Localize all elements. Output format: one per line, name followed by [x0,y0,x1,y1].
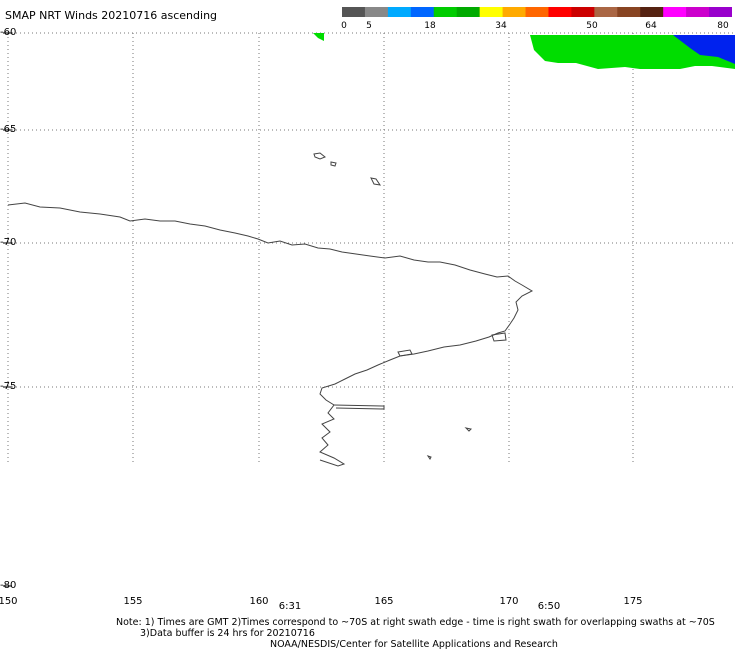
colorbar-segment [433,7,458,17]
colorbar-segment [663,7,687,17]
lat-label: -65 [0,124,17,135]
colorbar-label: 34 [495,21,507,31]
island [426,455,432,460]
colorbar-label: 80 [717,21,729,31]
lon-label: 165 [374,596,394,607]
island [313,152,326,160]
island [330,161,337,167]
lat-label: -75 [0,381,17,392]
antarctic-coastline [7,202,534,467]
colorbar-segment [548,7,572,17]
lon-label: 175 [623,596,643,607]
map-title: SMAP NRT Winds 20210716 ascending [5,9,218,22]
graticule [7,32,735,465]
lat-label: -80 [0,580,17,591]
colorbar-segment [502,7,527,17]
colorbar-segment [709,7,732,17]
colorbar-label: 18 [424,21,436,31]
wind-swath-strong [673,35,735,64]
wind-speed-colorbar [342,7,732,17]
colorbar-label: 50 [586,21,598,31]
lat-label: -70 [0,237,17,248]
colorbar-segment [594,7,618,17]
coast-inlet [397,349,413,357]
colorbar-label: 64 [645,21,657,31]
lat-ticks [3,32,12,587]
colorbar-segment [640,7,664,17]
colorbar-segment [364,7,389,17]
lon-label: 155 [123,596,143,607]
colorbar-segment [410,7,435,17]
lon-label: 170 [499,596,519,607]
colorbar-label: 5 [366,21,372,31]
lon-label: 150 [0,596,18,607]
footnote-line-2: 3)Data buffer is 24 hrs for 20210716 [140,628,315,639]
wind-swaths [313,33,735,69]
colorbar-segment [617,7,641,17]
colorbar-label: 0 [341,21,347,31]
lon-label: 160 [249,596,269,607]
coast-inlet [491,332,507,342]
swath-time-label: 6:31 [278,601,302,612]
colorbar-segment [387,7,412,17]
colorbar-segment [456,7,481,17]
swath-time-label: 6:50 [537,601,561,612]
wind-swath-small [313,33,324,41]
colorbar-segment [686,7,710,17]
colorbar-segment [525,7,549,17]
footnote-line-1: Note: 1) Times are GMT 2)Times correspon… [116,617,715,628]
lat-label: -60 [0,27,17,38]
colorbar-segment [342,7,366,17]
island [464,427,473,432]
colorbar-segment [479,7,504,17]
wind-swath-main [530,35,735,69]
coastline [7,152,534,467]
credit-line: NOAA/NESDIS/Center for Satellite Applica… [270,639,558,650]
island [370,177,382,186]
colorbar-segment [571,7,595,17]
ice-shelf-edge [333,404,385,410]
